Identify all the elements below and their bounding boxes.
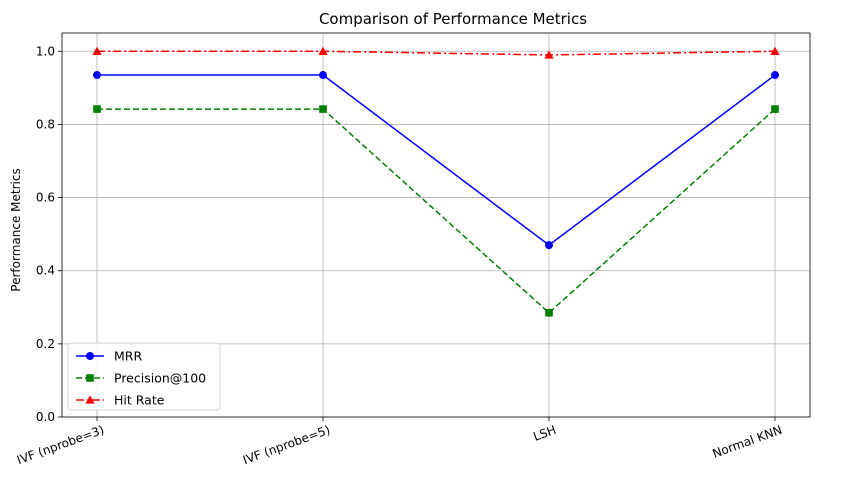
legend-label: MRR [114,349,142,364]
legend: MRR Precision@100 Hit Rate [67,342,221,411]
data-point-square [319,105,327,113]
y-tick-label: 1.0 [36,44,55,58]
y-tick-label: 0.2 [36,337,55,351]
chart-title: Comparison of Performance Metrics [319,10,587,28]
series-line-mrr [97,74,776,247]
data-point-triangle [92,46,102,55]
legend-label: Precision@100 [114,371,206,386]
data-point-circle [545,241,553,250]
legend-box [67,342,221,411]
series-line-precision-100 [97,108,776,314]
data-point-circle [771,71,779,80]
data-point-circle [86,352,94,360]
data-point-triangle [85,395,95,404]
series-line-hit-rate [97,50,776,56]
data-point-square [86,374,94,382]
data-point-square [545,308,553,317]
plot-frame [61,32,811,418]
y-tick-label: 0.8 [36,117,55,131]
series-group [92,46,780,317]
y-tick-label: 0.0 [36,410,55,424]
y-tick-label: 0.4 [36,264,55,278]
data-point-triangle [770,46,780,55]
y-axis-label: Performance Metrics [9,168,23,291]
data-point-triangle [544,50,554,59]
data-point-square [93,105,101,113]
data-point-circle [319,71,327,80]
y-tick-label: 0.6 [36,191,55,205]
data-point-circle [93,71,101,80]
legend-label: Hit Rate [114,393,165,408]
data-point-triangle [318,46,328,55]
data-point-square [771,105,779,113]
